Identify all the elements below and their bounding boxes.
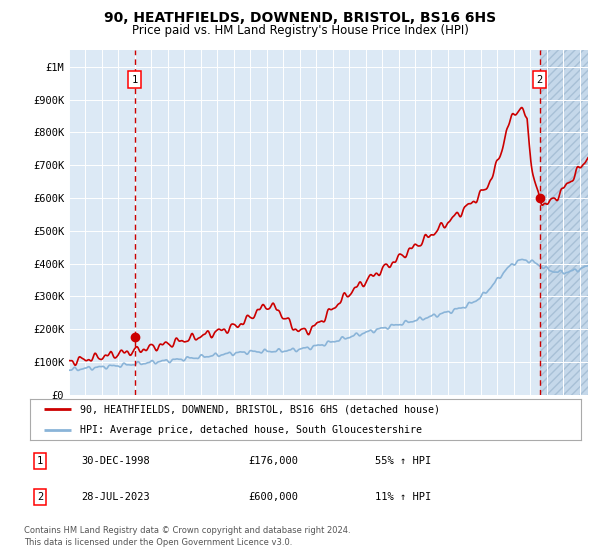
Text: 90, HEATHFIELDS, DOWNEND, BRISTOL, BS16 6HS: 90, HEATHFIELDS, DOWNEND, BRISTOL, BS16 … bbox=[104, 11, 496, 25]
Text: This data is licensed under the Open Government Licence v3.0.: This data is licensed under the Open Gov… bbox=[24, 538, 292, 547]
Text: £600,000: £600,000 bbox=[248, 492, 298, 502]
Text: 2: 2 bbox=[536, 74, 543, 85]
Text: 1: 1 bbox=[131, 74, 138, 85]
Text: 90, HEATHFIELDS, DOWNEND, BRISTOL, BS16 6HS (detached house): 90, HEATHFIELDS, DOWNEND, BRISTOL, BS16 … bbox=[80, 404, 440, 414]
Text: 1: 1 bbox=[37, 456, 43, 466]
Text: £176,000: £176,000 bbox=[248, 456, 298, 466]
Bar bbox=[540, 50, 588, 395]
Text: Contains HM Land Registry data © Crown copyright and database right 2024.: Contains HM Land Registry data © Crown c… bbox=[24, 526, 350, 535]
Text: Price paid vs. HM Land Registry's House Price Index (HPI): Price paid vs. HM Land Registry's House … bbox=[131, 24, 469, 36]
Text: 55% ↑ HPI: 55% ↑ HPI bbox=[375, 456, 431, 466]
Text: 28-JUL-2023: 28-JUL-2023 bbox=[82, 492, 150, 502]
Text: HPI: Average price, detached house, South Gloucestershire: HPI: Average price, detached house, Sout… bbox=[80, 424, 422, 435]
Text: 30-DEC-1998: 30-DEC-1998 bbox=[82, 456, 150, 466]
Text: 2: 2 bbox=[37, 492, 43, 502]
Text: 11% ↑ HPI: 11% ↑ HPI bbox=[375, 492, 431, 502]
